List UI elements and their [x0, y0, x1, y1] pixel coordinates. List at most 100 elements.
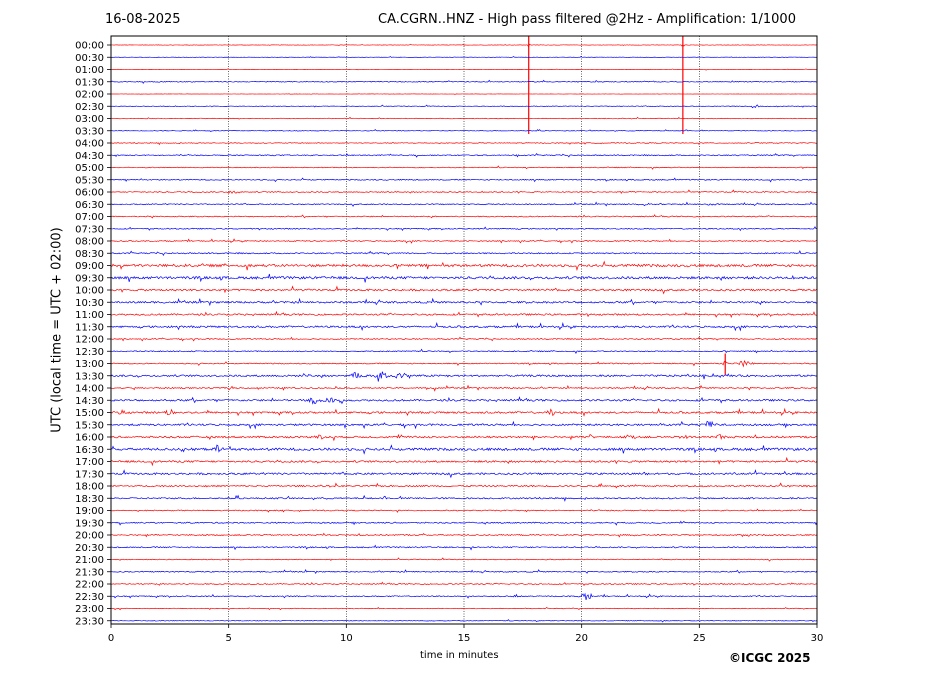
trace-22-30: [110, 592, 818, 600]
y-axis-label: UTC (local time = UTC + 02:00): [49, 227, 65, 433]
y-tick-label: 19:30: [75, 518, 104, 529]
y-tick-label: 03:30: [75, 126, 104, 137]
trace-06-30: [110, 201, 818, 207]
y-tick-label: 22:00: [75, 580, 104, 591]
trace-13-30: [110, 371, 818, 382]
trace-00-00: [110, 43, 818, 48]
x-tick-label: 25: [693, 633, 706, 644]
y-tick-label: 05:30: [75, 175, 104, 186]
x-tick-label: 30: [811, 633, 824, 644]
y-tick-label: 09:00: [75, 261, 104, 272]
y-tick-label: 23:00: [75, 604, 104, 615]
y-tick-label: 23:30: [75, 616, 104, 627]
trace-07-00: [110, 214, 818, 219]
y-tick-label: 00:00: [75, 41, 104, 52]
trace-08-30: [110, 250, 818, 256]
trace-16-00: [110, 433, 818, 442]
trace-12-30: [110, 348, 818, 354]
trace-23-00: [110, 607, 818, 611]
y-tick-label: 09:30: [75, 273, 104, 284]
y-tick-label: 21:30: [75, 567, 104, 578]
y-tick-label: 19:00: [75, 506, 104, 517]
x-tick-label: 10: [340, 633, 353, 644]
copyright-label: ©ICGC 2025: [729, 651, 811, 665]
trace-11-30: [110, 321, 818, 332]
y-tick-label: 13:30: [75, 371, 104, 382]
y-tick-label: 01:00: [75, 65, 104, 76]
trace-02-00: [110, 93, 818, 95]
y-tick-label: 18:00: [75, 482, 104, 493]
trace-21-00: [110, 557, 818, 562]
x-tick-label: 0: [108, 633, 114, 644]
trace-12-00: [110, 336, 818, 342]
x-tick-label: 5: [225, 633, 231, 644]
trace-02-30: [110, 104, 818, 109]
trace-04-00: [110, 142, 818, 146]
y-tick-label: 03:00: [75, 114, 104, 125]
trace-09-30: [110, 273, 818, 283]
trace-22-00: [110, 581, 818, 586]
trace-10-30: [110, 297, 818, 307]
y-tick-label: 10:30: [75, 298, 104, 309]
y-tick-label: 12:00: [75, 335, 104, 346]
x-tick-label: 15: [458, 633, 471, 644]
y-tick-label: 13:00: [75, 359, 104, 370]
y-tick-label: 15:30: [75, 420, 104, 431]
y-tick-label: 04:00: [75, 139, 104, 150]
x-axis-label: time in minutes: [420, 650, 499, 661]
y-tick-label: 02:00: [75, 90, 104, 101]
trace-03-30: [110, 129, 818, 132]
y-tick-label: 06:00: [75, 188, 104, 199]
y-tick-label: 22:30: [75, 592, 104, 603]
y-tick-label: 04:30: [75, 151, 104, 162]
trace-05-00: [110, 165, 818, 170]
y-tick-label: 08:00: [75, 237, 104, 248]
y-tick-label: 17:30: [75, 469, 104, 480]
y-tick-label: 10:00: [75, 286, 104, 297]
y-tick-label: 05:00: [75, 163, 104, 174]
trace-17-30: [110, 469, 818, 479]
trace-18-00: [110, 482, 818, 489]
trace-05-30: [110, 177, 818, 183]
trace-01-30: [110, 79, 818, 84]
y-tick-label: 16:00: [75, 433, 104, 444]
y-tick-label: 11:30: [75, 322, 104, 333]
trace-06-00: [110, 189, 818, 194]
grid-layer: [228, 36, 700, 624]
trace-23-30: [110, 619, 818, 623]
chart-title: CA.CGRN..HNZ - High pass filtered @2Hz -…: [378, 12, 796, 27]
y-tick-label: 18:30: [75, 494, 104, 505]
y-tick-label: 07:30: [75, 224, 104, 235]
trace-14-00: [110, 384, 818, 392]
traces-layer: [110, 36, 818, 623]
trace-11-00: [110, 310, 818, 318]
trace-01-00: [110, 68, 818, 71]
trace-03-00: [110, 116, 818, 120]
y-tick-label: 20:30: [75, 543, 104, 554]
trace-20-30: [110, 544, 818, 551]
y-tick-label: 11:00: [75, 310, 104, 321]
trace-18-30: [110, 494, 818, 502]
trace-07-30: [110, 226, 817, 232]
y-tick-label: 07:00: [75, 212, 104, 223]
y-tick-label: 14:30: [75, 396, 104, 407]
trace-21-30: [110, 568, 818, 574]
y-tick-label: 08:30: [75, 249, 104, 260]
date-label: 16-08-2025: [105, 12, 181, 27]
y-tick-label: 01:30: [75, 77, 104, 88]
y-tick-label: 14:00: [75, 384, 104, 395]
trace-13-00: [110, 360, 818, 368]
trace-15-00: [110, 407, 818, 417]
trace-00-30: [110, 56, 818, 59]
x-tick-label: 20: [575, 633, 588, 644]
trace-19-30: [110, 520, 818, 526]
y-tick-label: 17:00: [75, 457, 104, 468]
y-tick-label: 02:30: [75, 102, 104, 113]
trace-16-30: [110, 444, 818, 455]
y-tick-label: 00:30: [75, 53, 104, 64]
y-tick-label: 15:00: [75, 408, 104, 419]
trace-15-30: [110, 420, 818, 430]
trace-09-00: [110, 260, 818, 272]
